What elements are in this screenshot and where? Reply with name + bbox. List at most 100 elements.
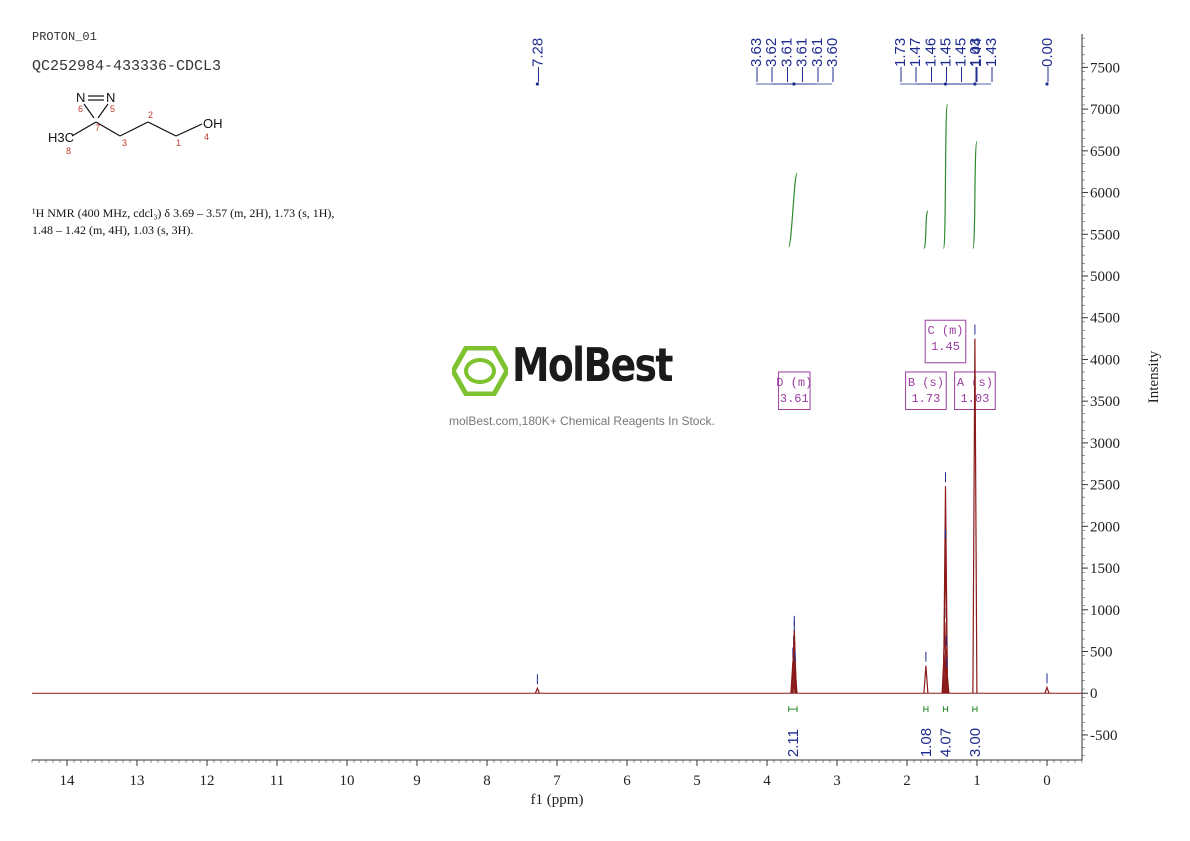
y-tick-label: 7000 (1090, 102, 1120, 118)
integral-value: 4.07 (938, 728, 955, 757)
x-tick-label: 3 (833, 773, 841, 789)
multiplet-shift: 1.45 (931, 340, 960, 354)
multiplet-shift: 3.61 (780, 392, 809, 406)
brand-tagline: molBest.com,180K+ Chemical Reagents In S… (449, 414, 715, 428)
peak-label-dot (973, 82, 977, 86)
x-tick-label: 12 (200, 773, 215, 789)
peak-label: —3.61 (778, 38, 795, 82)
atom-oh: OH (203, 116, 223, 131)
x-tick-label: 2 (903, 773, 911, 789)
integral-curve (942, 103, 949, 250)
integral-bracket (788, 706, 798, 713)
x-tick-label: 10 (340, 773, 355, 789)
integral-value: 1.08 (918, 728, 935, 757)
peak-label: —1.44 (968, 38, 985, 82)
x-axis-label: f1 (ppm) (531, 792, 584, 808)
peak-label: —1.73 (892, 38, 909, 82)
spectrum-peak (1044, 685, 1050, 694)
integral-curve (923, 210, 929, 250)
integral-bracket (923, 706, 929, 713)
spectrum-peak (534, 686, 540, 694)
peak-label-dot (535, 82, 540, 86)
y-tick-label: 1000 (1090, 603, 1120, 619)
peak-label: —3.62 (763, 38, 780, 82)
peak-label-dot (792, 82, 796, 86)
x-tick-label: 1 (973, 773, 981, 789)
y-tick-label: 4500 (1090, 311, 1120, 327)
y-tick-label: 2500 (1090, 478, 1120, 494)
integral-curve (788, 172, 798, 248)
multiplet-box (924, 319, 967, 364)
atom-n-left: N (76, 90, 85, 105)
integral-value: 2.11 (785, 729, 802, 757)
peak-label: —1.03 (967, 38, 984, 82)
y-tick-label: 5500 (1090, 227, 1120, 243)
multiplet-shift: 1.73 (911, 392, 940, 406)
spectrum-peak (972, 338, 978, 694)
peak-label: —1.45 (938, 38, 955, 82)
peak-label: —0.00 (1039, 38, 1056, 82)
atom-h3c: H3C (48, 130, 74, 145)
multiplet-label: C (m) (927, 324, 963, 338)
peak-label: —3.61 (794, 38, 811, 82)
sample-id: QC252984-433336-CDCL3 (32, 58, 222, 75)
atom-number-5: 5 (110, 104, 115, 114)
integral-bracket (942, 706, 949, 713)
chemical-structure: N N OH H3C 6 5 7 3 2 1 4 8 (48, 90, 223, 156)
y-tick-label: 6500 (1090, 144, 1120, 160)
brand-name: MolBest (512, 338, 673, 392)
y-tick-label: 7500 (1090, 60, 1120, 76)
peak-label: —3.60 (824, 38, 841, 82)
atom-number-6: 6 (78, 104, 83, 114)
y-tick-label: 3500 (1090, 394, 1120, 410)
integral-curve (972, 141, 978, 250)
x-tick-label: 5 (693, 773, 701, 789)
atom-number-4: 4 (204, 132, 209, 142)
x-tick-label: 9 (413, 773, 421, 789)
nmr-description: ¹H NMR (400 MHz, cdcl₃) δ 3.69 – 3.57 (m… (32, 205, 392, 239)
peak-label: —1.43 (983, 38, 1000, 82)
y-tick-label: 6000 (1090, 186, 1120, 202)
peak-label: —3.61 (809, 38, 826, 82)
multiplet-label: D (m) (776, 376, 812, 390)
y-tick-label: 2000 (1090, 519, 1120, 535)
peak-label: —1.46 (922, 38, 939, 82)
atom-number-8: 8 (66, 146, 71, 156)
y-tick-label: 1500 (1090, 561, 1120, 577)
spectrum-peak (944, 671, 950, 694)
multiplet-box (905, 371, 947, 411)
peak-label: —1.47 (907, 38, 924, 82)
y-tick-label: 4000 (1090, 352, 1120, 368)
experiment-name: PROTON_01 (32, 30, 97, 44)
spectrum-peak (792, 665, 798, 694)
atom-n-right: N (106, 90, 115, 105)
spectrum-peak (942, 543, 949, 694)
multiplet-box (778, 371, 811, 411)
peak-label-dot (943, 82, 948, 86)
y-tick-label: 5000 (1090, 269, 1120, 285)
peak-label: —1.45 (953, 38, 970, 82)
multiplet-label: B (s) (908, 376, 944, 390)
peak-label-dot (1045, 82, 1049, 86)
x-tick-label: 8 (483, 773, 491, 789)
nmr-description-line-1: ¹H NMR (400 MHz, cdcl₃) δ 3.69 – 3.57 (m… (32, 206, 335, 220)
atom-number-3: 3 (122, 138, 127, 148)
atom-number-1: 1 (176, 138, 181, 148)
y-tick-label: 0 (1090, 686, 1098, 702)
spectrum-peak (923, 665, 929, 694)
integral-bracket (972, 706, 978, 713)
x-tick-label: 14 (60, 773, 76, 789)
atom-number-7: 7 (95, 123, 100, 133)
atom-number-2: 2 (148, 110, 153, 120)
peak-label: —7.28 (529, 38, 546, 82)
x-tick-label: 7 (553, 773, 561, 789)
x-tick-label: 6 (623, 773, 631, 789)
x-tick-label: 13 (130, 773, 145, 789)
y-tick-label: 500 (1090, 645, 1113, 661)
x-tick-label: 4 (763, 773, 771, 789)
y-tick-label: 3000 (1090, 436, 1120, 452)
y-axis-label: Intensity (1146, 350, 1162, 403)
peak-label: —3.63 (748, 38, 765, 82)
brand-logo-icon (452, 346, 508, 396)
